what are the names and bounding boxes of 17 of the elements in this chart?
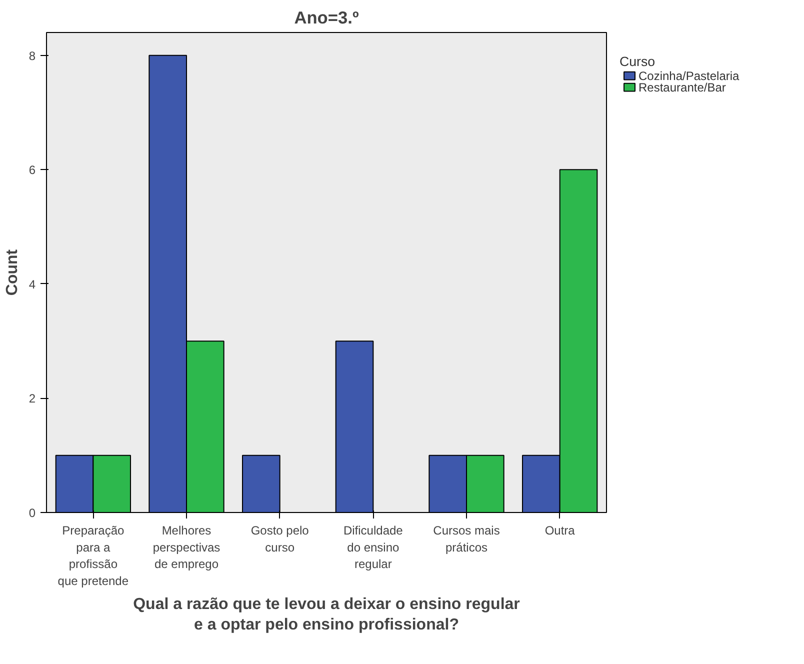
x-axis-title: Qual a razão que te levou a deixar o ensino regular e a optar pelo ensino profissional?: [133, 596, 520, 634]
legend-title: Curso: [620, 54, 656, 69]
y-tick-label: 6: [28, 163, 36, 178]
legend-label: Restaurante/Bar: [638, 80, 726, 94]
chart-title: Ano=3.º: [294, 8, 360, 28]
y-axis-title: Count: [4, 248, 21, 296]
y-tick-label: 2: [28, 392, 36, 406]
x-tick-label: Preparação para a profissão que pretende: [58, 524, 129, 588]
x-tick-label: Cursos mais práticos: [433, 524, 500, 554]
legend-label: Cozinha/Pastelaria: [638, 68, 740, 83]
x-tick-label: Melhores perspectivas de emprego: [152, 524, 220, 572]
y-tick-label: 0: [28, 506, 36, 520]
y-tick-label: 4: [28, 277, 36, 292]
y-tick-label: 8: [28, 48, 36, 63]
x-tick-label: Dificuldade do ensino regular: [343, 524, 404, 572]
x-tick-label: Gosto pelo curso: [250, 524, 310, 554]
x-tick-label: Outra: [544, 524, 576, 538]
